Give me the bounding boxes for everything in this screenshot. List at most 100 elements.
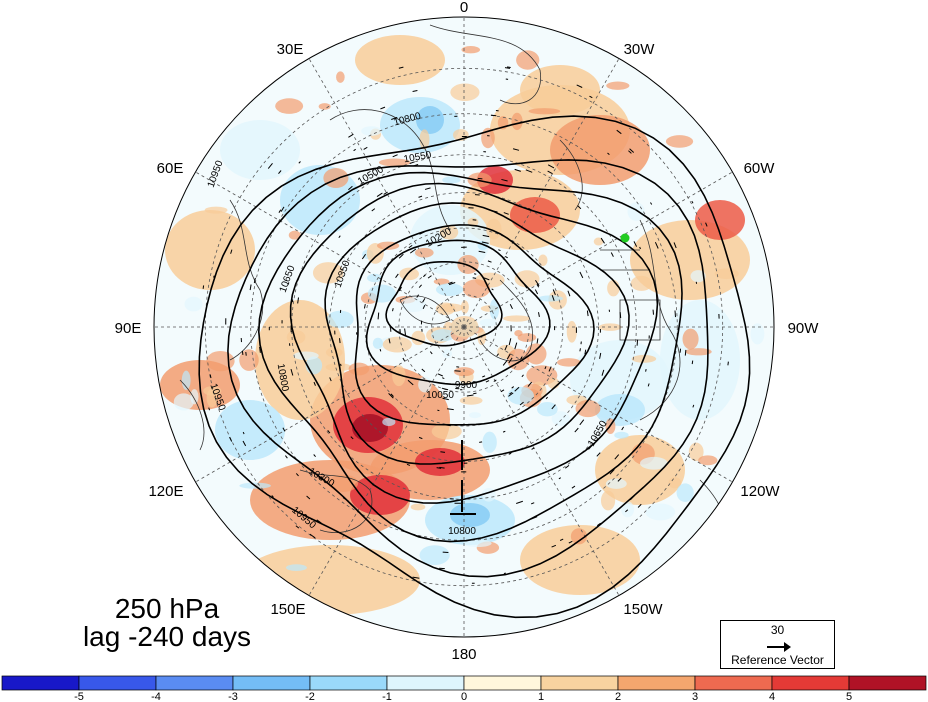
wind-vector [271, 495, 274, 498]
longitude-labels: 0 30W 60W 90W 120W 150W 180 150E 120E 90… [115, 0, 820, 663]
wind-vector [547, 170, 553, 175]
wind-vector [516, 500, 523, 504]
wind-vector [691, 200, 694, 204]
wind-vector [418, 284, 422, 288]
wind-vector [616, 129, 622, 135]
colorbar-tick-label: -5 [74, 691, 84, 702]
wind-vector [402, 357, 405, 362]
wind-vector [391, 116, 398, 120]
wind-vector [424, 187, 431, 190]
wind-vector [316, 519, 322, 524]
wind-vector [383, 191, 388, 195]
contour-line [289, 182, 659, 504]
wind-vector [684, 349, 687, 356]
wind-vector [295, 473, 299, 477]
wind-vector [601, 369, 605, 376]
wind-vector [705, 222, 708, 227]
wind-vector [229, 436, 233, 442]
wind-vector [448, 282, 456, 286]
wind-vector [596, 522, 601, 527]
reference-arrow-icon [767, 642, 791, 652]
wind-vector [348, 133, 354, 138]
wind-vector [599, 352, 602, 359]
wind-vector [567, 290, 571, 297]
contour-line [198, 115, 751, 619]
wind-vector [209, 374, 212, 379]
wind-vector [493, 379, 497, 382]
wind-vector [610, 252, 614, 257]
wind-vector [571, 485, 576, 489]
wind-vector [609, 469, 615, 475]
wind-vector [514, 386, 520, 392]
wind-vector [412, 90, 418, 92]
wind-vector [427, 275, 432, 279]
contour-line [257, 171, 683, 543]
colorbar: -5 -4 -3 -2 -1 0 1 2 3 4 5 [1, 675, 927, 702]
wind-vector [691, 360, 694, 365]
wind-vector [519, 401, 524, 406]
wind-vector [418, 436, 423, 440]
lon-label-120e: 120E [148, 483, 183, 500]
wind-vector [639, 246, 641, 250]
colorbar-tick-label: -3 [228, 691, 238, 702]
wind-vector [327, 429, 331, 434]
lon-label-60e: 60E [157, 160, 184, 177]
wind-vector [363, 304, 366, 309]
wind-vector [481, 241, 489, 244]
wind-vector [444, 424, 451, 427]
lon-label-180: 180 [451, 646, 476, 663]
wind-vector [241, 351, 244, 355]
wind-vector [290, 368, 294, 376]
green-marker [620, 233, 630, 243]
wind-vector [512, 148, 520, 151]
wind-vector [398, 286, 402, 292]
wind-vector [350, 436, 354, 440]
colorbar-swatch [1, 675, 80, 691]
wind-vector [551, 544, 557, 548]
wind-vector [629, 148, 635, 153]
lon-label-150e: 150E [270, 601, 305, 618]
wind-vector [472, 277, 477, 279]
wind-vector [280, 206, 285, 212]
wind-vector [619, 312, 622, 319]
wind-vector [253, 277, 256, 284]
wind-vector [487, 260, 492, 263]
colorbar-tick-label: 0 [461, 691, 467, 702]
wind-vector [448, 281, 453, 285]
wind-vector [504, 344, 508, 351]
wind-vectors [202, 66, 729, 584]
wind-vector [547, 164, 555, 169]
contour-label: 9900 [455, 380, 478, 391]
wind-vector [422, 297, 426, 303]
colorbar-tick-label: 2 [615, 691, 621, 702]
wind-vector [574, 427, 579, 433]
contour-line [385, 261, 503, 347]
wind-vector [490, 114, 497, 117]
wind-vector [508, 338, 512, 346]
wind-vector [528, 207, 534, 212]
wind-vector [466, 394, 474, 397]
wind-vector [647, 383, 650, 387]
wind-vector [440, 451, 446, 453]
map-disk: 1080010950106501050010350102001005099001… [154, 17, 774, 637]
wind-vector [645, 369, 647, 372]
wind-vector [392, 308, 394, 312]
wind-vector [692, 404, 695, 408]
wind-vector [527, 381, 533, 387]
wind-vector [422, 304, 426, 310]
wind-vector [500, 389, 505, 393]
wind-vector [436, 467, 442, 469]
wind-vector [298, 161, 301, 164]
wind-vector [508, 452, 512, 455]
wind-vector [508, 357, 513, 364]
lon-label-30w: 30W [624, 41, 656, 58]
wind-vector [404, 328, 407, 336]
contour-label: 10800 [275, 363, 291, 393]
map-border [153, 16, 775, 638]
wind-vector [390, 393, 394, 397]
wind-vector [588, 444, 594, 450]
wind-vector [538, 312, 540, 317]
wind-vector [501, 178, 508, 182]
geopotential-height-contours [198, 115, 751, 619]
wind-vector [607, 152, 610, 155]
